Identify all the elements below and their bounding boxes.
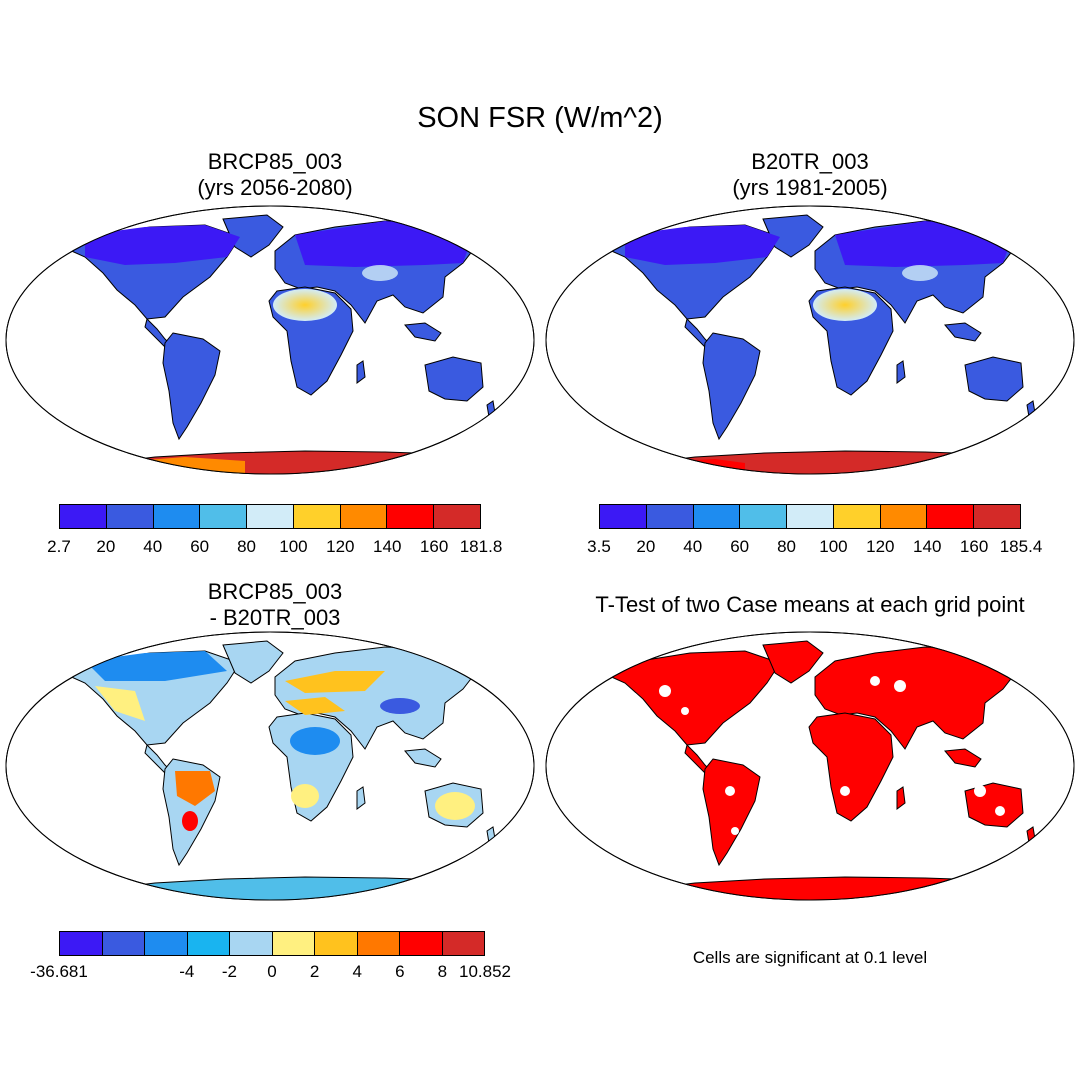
colorbar-tick-label: 3.5 <box>587 537 611 556</box>
colorbar-tick-label: 6 <box>395 962 405 981</box>
colorbar-tick-label: -2 <box>221 962 237 981</box>
colorbar-tick-label: 181.8 <box>459 537 503 556</box>
colorbar-segment <box>315 932 358 955</box>
panel-case2-title-line2: (yrs 1981-2005) <box>732 175 888 200</box>
colorbar-case1 <box>59 504 481 529</box>
colorbar-segment <box>293 505 341 528</box>
colorbar-tick-label: 0 <box>267 962 277 981</box>
colorbar-segment <box>60 932 103 955</box>
colorbar-tick-label: 8 <box>437 962 448 981</box>
colorbar-segment <box>60 505 107 528</box>
colorbar-tick-label: 80 <box>777 537 797 556</box>
colorbar-tick-label: -36.681 <box>30 962 88 981</box>
panel-case1-title-line2: (yrs 2056-2080) <box>197 175 353 200</box>
colorbar-tick-label: 2.7 <box>47 537 71 556</box>
colorbar-tick-label: 20 <box>636 537 656 556</box>
colorbar-segment <box>272 932 315 955</box>
colorbar-tick-label: 40 <box>143 537 163 556</box>
colorbar-tick-label: 4 <box>352 962 362 981</box>
colorbar-segment <box>434 505 481 528</box>
colorbar-segment <box>153 505 201 528</box>
colorbar-segment <box>340 505 388 528</box>
colorbar-segment <box>442 932 484 955</box>
colorbar-tick-label: 60 <box>730 537 750 556</box>
colorbar-segment <box>187 932 230 955</box>
colorbar-segment <box>200 505 248 528</box>
colorbar-tick-label: 160 <box>419 537 449 556</box>
colorbar-segment <box>145 932 188 955</box>
significance-note: Cells are significant at 0.1 level <box>692 948 928 967</box>
colorbar-tick-label: 40 <box>683 537 703 556</box>
colorbar-segment <box>974 505 1021 528</box>
colorbar-segment <box>880 505 928 528</box>
colorbar-tick-label: 80 <box>237 537 257 556</box>
map-diff <box>5 631 535 901</box>
colorbar-segment <box>230 932 273 955</box>
colorbar-tick-label: 100 <box>279 537 308 556</box>
colorbar-tick-label: 160 <box>959 537 989 556</box>
colorbar-tick-label: 20 <box>96 537 116 556</box>
colorbar-diff <box>59 931 485 956</box>
colorbar-tick-label: 185.4 <box>999 537 1043 556</box>
colorbar-segment <box>106 505 154 528</box>
colorbar-segment <box>400 932 443 955</box>
colorbar-tick-label: 140 <box>373 537 402 556</box>
figure-title: SON FSR (W/m^2) <box>417 102 663 134</box>
colorbar-segment <box>833 505 881 528</box>
colorbar-segment <box>927 505 975 528</box>
panel-diff-title-line1: BRCP85_003 <box>207 579 343 604</box>
colorbar-tick-label: 10.852 <box>459 962 511 981</box>
colorbar-tick-label: 120 <box>866 537 895 556</box>
colorbar-tick-label: 60 <box>190 537 210 556</box>
colorbar-tick-label: 140 <box>913 537 942 556</box>
colorbar-segment <box>740 505 788 528</box>
colorbar-segment <box>247 505 294 528</box>
panel-ttest-title: T-Test of two Case means at each grid po… <box>595 592 1025 617</box>
colorbar-segment <box>693 505 741 528</box>
map-ttest <box>545 631 1075 901</box>
panel-case1-title-line1: BRCP85_003 <box>207 149 343 174</box>
colorbar-segment <box>102 932 145 955</box>
map-case1 <box>5 205 535 475</box>
colorbar-segment <box>600 505 647 528</box>
colorbar-segment <box>357 932 400 955</box>
colorbar-segment <box>787 505 834 528</box>
colorbar-tick-label: 2 <box>309 962 320 981</box>
panel-case2-title-line1: B20TR_003 <box>751 149 869 174</box>
colorbar-segment <box>387 505 435 528</box>
colorbar-segment <box>646 505 694 528</box>
panel-diff-title-line2: - B20TR_003 <box>209 605 341 630</box>
map-case2 <box>545 205 1075 475</box>
colorbar-case2 <box>599 504 1021 529</box>
colorbar-tick-label: -4 <box>179 962 195 981</box>
colorbar-tick-label: 100 <box>819 537 848 556</box>
colorbar-tick-label: 120 <box>326 537 355 556</box>
